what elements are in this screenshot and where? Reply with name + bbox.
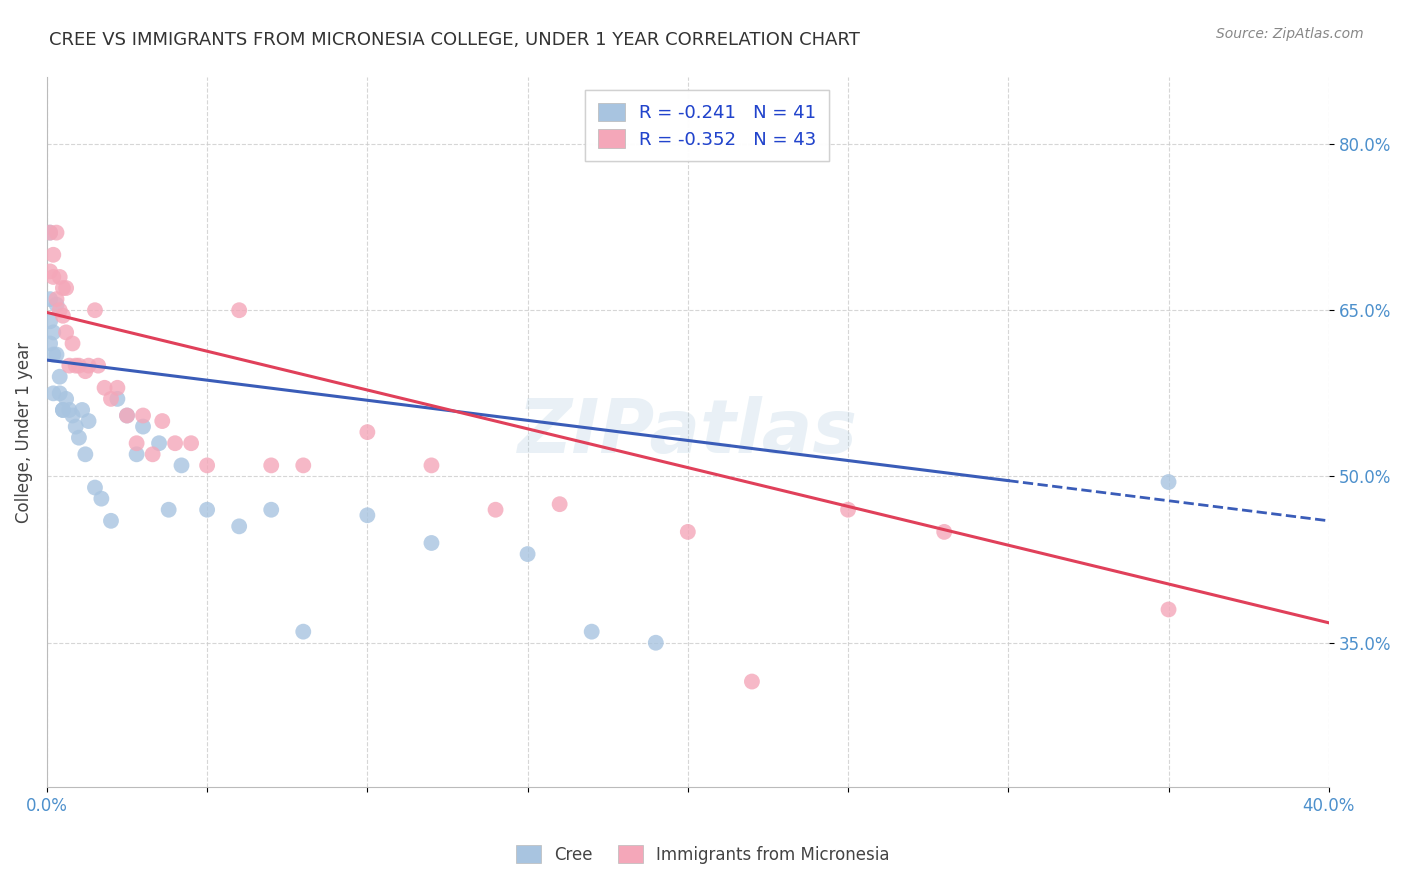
Point (180, 436, 202, 450)
Point (837, 502, 859, 516)
Point (105, 381, 128, 395)
Legend: Cree, Immigrants from Micronesia: Cree, Immigrants from Micronesia (509, 838, 897, 871)
Point (87, 359, 110, 373)
Point (484, 502, 506, 516)
Point (45, 347, 67, 361)
Point (55, 281, 77, 295)
Point (52, 403, 75, 417)
Point (52, 403, 75, 417)
Point (39, 314, 62, 328)
Point (644, 636, 666, 650)
Point (100, 514, 122, 528)
Point (260, 458, 283, 473)
Point (150, 414, 173, 428)
Point (84, 303, 107, 318)
Point (292, 458, 315, 473)
Point (260, 502, 283, 516)
Point (148, 436, 170, 450)
Point (48, 269, 70, 284)
Legend: R = -0.241   N = 41, R = -0.352   N = 43: R = -0.241 N = 41, R = -0.352 N = 43 (585, 90, 830, 161)
Point (105, 392, 128, 406)
Point (195, 458, 218, 473)
Text: Source: ZipAtlas.com: Source: ZipAtlas.com (1216, 27, 1364, 41)
Point (125, 436, 148, 450)
Point (77, 359, 100, 373)
Point (39, 226, 62, 240)
Point (100, 392, 122, 406)
Point (48, 303, 70, 318)
Point (67, 359, 90, 373)
Point (77, 414, 100, 428)
Point (52, 281, 75, 295)
Point (55, 326, 77, 340)
Point (125, 447, 148, 461)
Point (516, 547, 538, 561)
Point (75, 447, 97, 461)
Point (934, 524, 956, 539)
Point (676, 524, 699, 539)
Point (45, 298, 67, 312)
Text: CREE VS IMMIGRANTS FROM MICRONESIA COLLEGE, UNDER 1 YEAR CORRELATION CHART: CREE VS IMMIGRANTS FROM MICRONESIA COLLE… (49, 31, 860, 49)
Point (84, 481, 107, 495)
Point (42, 269, 65, 284)
Point (228, 303, 250, 318)
Point (356, 425, 378, 439)
Point (157, 502, 180, 516)
Y-axis label: College, Under 1 year: College, Under 1 year (15, 342, 32, 523)
Point (142, 447, 165, 461)
Point (65, 359, 87, 373)
Point (58, 403, 80, 417)
Point (42, 248, 65, 262)
Point (39, 264, 62, 278)
Point (39, 226, 62, 240)
Point (45, 226, 67, 240)
Point (170, 458, 193, 473)
Point (45, 292, 67, 306)
Point (115, 409, 138, 423)
Point (228, 519, 250, 533)
Point (55, 392, 77, 406)
Point (1157, 602, 1180, 616)
Point (741, 674, 763, 689)
Point (195, 502, 218, 516)
Point (62, 336, 84, 351)
Point (42, 386, 65, 401)
Point (42, 326, 65, 340)
Point (115, 409, 138, 423)
Point (1157, 475, 1180, 489)
Point (39, 336, 62, 351)
Point (39, 292, 62, 306)
Point (132, 409, 155, 423)
Point (75, 364, 97, 378)
Point (42, 347, 65, 361)
Text: ZIPatlas: ZIPatlas (517, 396, 858, 468)
Point (48, 369, 70, 384)
Point (58, 359, 80, 373)
Point (581, 624, 603, 639)
Point (67, 431, 90, 445)
Point (420, 458, 443, 473)
Point (62, 409, 84, 423)
Point (65, 419, 87, 434)
Point (165, 436, 187, 450)
Point (48, 386, 70, 401)
Point (90, 491, 112, 506)
Point (356, 508, 378, 523)
Point (70, 403, 93, 417)
Point (292, 624, 315, 639)
Point (132, 419, 155, 434)
Point (93, 381, 115, 395)
Point (420, 536, 443, 550)
Point (52, 309, 75, 323)
Point (548, 497, 571, 511)
